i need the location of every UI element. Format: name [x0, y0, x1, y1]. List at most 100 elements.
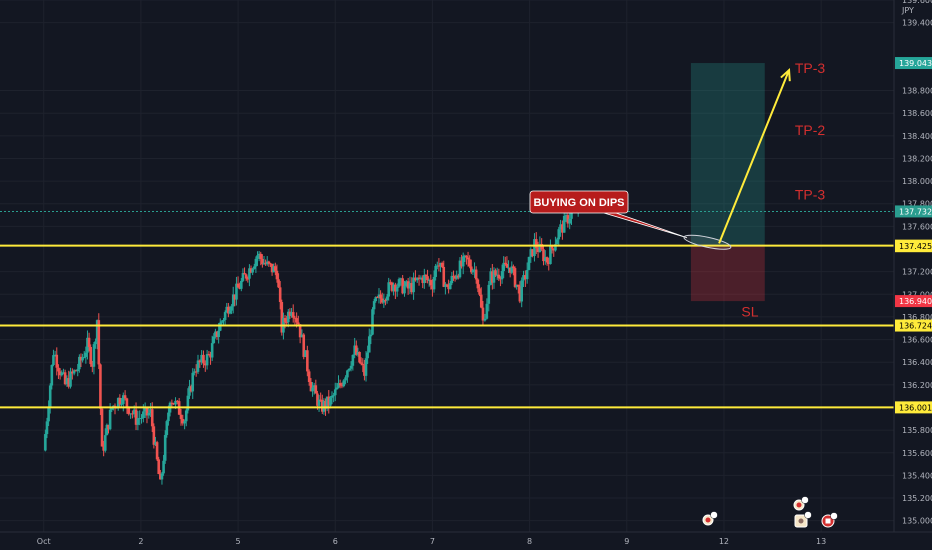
- tag-support-resistance-2: 136.724: [899, 322, 932, 331]
- candle-body: [159, 474, 162, 480]
- tp-label[interactable]: TP-3: [795, 187, 826, 203]
- candle-body: [463, 255, 467, 257]
- candle-body: [405, 281, 408, 286]
- candle-body: [419, 277, 423, 279]
- candle-body: [183, 421, 186, 424]
- candle-body: [440, 262, 444, 267]
- candle-body: [312, 385, 316, 388]
- candle-body: [97, 320, 101, 365]
- candle-body: [210, 343, 214, 358]
- event-icon[interactable]: [794, 511, 812, 528]
- candle-body: [184, 410, 188, 422]
- event-icon[interactable]: [702, 511, 718, 526]
- tp-label[interactable]: TP-3: [795, 60, 826, 76]
- candle-body: [212, 336, 216, 344]
- candle-body: [285, 322, 288, 324]
- currency-label: JPY: [901, 6, 914, 15]
- candle-body: [243, 273, 246, 275]
- candle-body: [543, 257, 547, 262]
- candle-body: [295, 318, 298, 323]
- candle-body: [367, 336, 371, 353]
- profit-zone: [690, 63, 765, 246]
- candle-body: [508, 267, 512, 273]
- candle-body: [110, 407, 114, 410]
- event-icon[interactable]: [793, 496, 809, 511]
- y-tick-label: 139.400: [902, 19, 932, 28]
- candle-body: [160, 473, 164, 480]
- candle-body: [474, 269, 478, 280]
- candle-body: [500, 271, 504, 280]
- y-tick-label: 138.600: [902, 109, 932, 118]
- candle-body: [473, 269, 476, 271]
- tp-label[interactable]: TP-2: [795, 122, 826, 138]
- x-tick-label: 8: [527, 537, 532, 546]
- candle-body: [512, 266, 515, 269]
- candle-body: [140, 418, 143, 420]
- dip-ellipse[interactable]: [683, 232, 732, 252]
- candle-body: [421, 277, 425, 284]
- event-icon[interactable]: [821, 512, 838, 528]
- annotations[interactable]: TP-3 TP-2 TP-3 SL BUYING ON DIPS: [529, 60, 826, 319]
- economic-event-icons[interactable]: [702, 496, 838, 528]
- candle-body: [240, 280, 243, 289]
- candle-body: [461, 256, 465, 267]
- candle-body: [435, 265, 439, 267]
- target-arrow-head[interactable]: [780, 68, 791, 82]
- candle-body: [466, 257, 470, 260]
- candle-body: [172, 402, 175, 405]
- candle-body: [377, 294, 381, 298]
- candle-body: [194, 371, 198, 373]
- candle-body: [502, 262, 505, 272]
- candle-body: [515, 284, 518, 287]
- candle-body: [406, 281, 410, 289]
- candle-body: [382, 300, 386, 303]
- sl-label[interactable]: SL: [741, 303, 758, 319]
- candle-body: [189, 386, 193, 392]
- candle-body: [297, 322, 300, 325]
- candle-body: [319, 399, 322, 401]
- candle-body: [340, 385, 344, 387]
- candle-body: [95, 320, 99, 342]
- candle-body: [507, 267, 510, 269]
- candle-body: [163, 434, 167, 461]
- candle-body: [489, 271, 493, 285]
- y-axis-ticks: 139.600 139.400 138.800 138.600 138.400 138.2…: [902, 0, 932, 526]
- y-tick-label: 138.000: [902, 177, 932, 186]
- candle-body: [241, 273, 245, 281]
- candle-body: [57, 367, 60, 372]
- candle-body: [525, 269, 529, 280]
- candle-body: [448, 283, 452, 290]
- candle-body: [434, 265, 437, 277]
- candle-body: [286, 311, 290, 323]
- candle-body: [69, 371, 72, 387]
- candle-body: [58, 371, 62, 376]
- y-tick-label: 136.400: [902, 358, 932, 367]
- candle-body: [447, 284, 450, 290]
- callout-box[interactable]: [529, 190, 629, 214]
- target-arrow-line[interactable]: [718, 69, 790, 244]
- callout-text[interactable]: BUYING ON DIPS: [533, 197, 624, 209]
- tag-entry-bg: [895, 240, 932, 253]
- y-tick-label: 135.600: [902, 449, 932, 458]
- candle-body: [346, 370, 349, 378]
- candle-body: [87, 337, 91, 347]
- price-axis[interactable]: JPY: [893, 0, 932, 532]
- candle-body: [129, 413, 132, 415]
- candle-body: [298, 324, 302, 338]
- candle-body: [244, 274, 248, 279]
- candle-body: [248, 268, 251, 279]
- long-position-tool[interactable]: [690, 63, 765, 302]
- candle-body: [380, 298, 384, 303]
- candle-body: [439, 262, 442, 266]
- candle-body: [527, 256, 531, 270]
- candle-body: [554, 244, 557, 251]
- candle-body: [338, 383, 342, 386]
- time-axis[interactable]: [0, 531, 932, 550]
- candle-body: [510, 266, 514, 273]
- candle-body: [99, 364, 102, 409]
- horizontal-lines[interactable]: [0, 244, 894, 409]
- candle-body: [63, 372, 67, 385]
- x-tick-label: 13: [816, 537, 826, 546]
- candle-body: [531, 249, 534, 256]
